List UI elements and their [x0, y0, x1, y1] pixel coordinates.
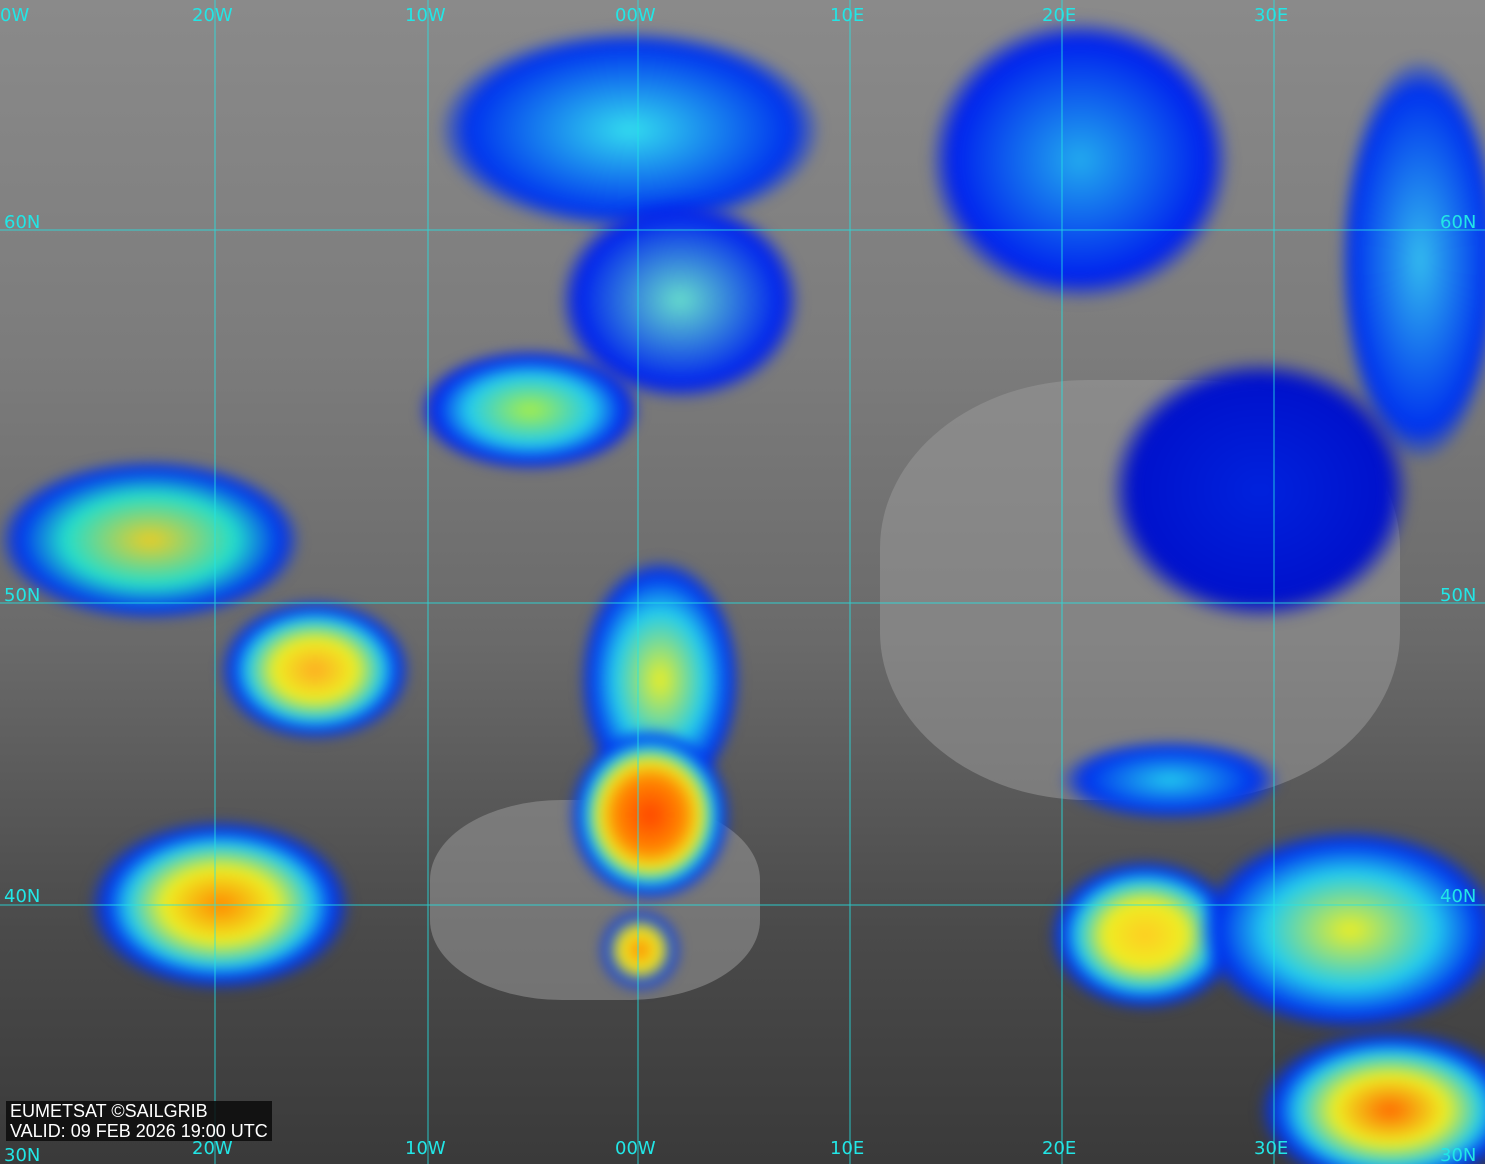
right-label-40n: 40N: [1440, 886, 1477, 907]
cloud-north-sea: [440, 30, 820, 230]
cloud-scandinavia: [930, 20, 1230, 300]
left-label-40n: 40N: [4, 886, 41, 907]
cloud-atlantic-mid: [220, 600, 410, 740]
cloud-valencia: [600, 910, 680, 990]
credit-text: EUMETSAT ©SAILGRIB: [10, 1101, 208, 1121]
top-label-20e: 20E: [1042, 5, 1077, 26]
top-label-10e: 10E: [830, 5, 865, 26]
bottom-label-10e: 10E: [830, 1138, 865, 1159]
right-label-30n: 30N: [1440, 1145, 1477, 1164]
bottom-label-10w: 10W: [405, 1138, 446, 1159]
cloud-scotland: [420, 350, 640, 470]
right-label-60n: 60N: [1440, 212, 1477, 233]
bottom-label-00w: 00W: [615, 1138, 656, 1159]
cloud-belarus: [1110, 360, 1410, 620]
bottom-label-20e: 20E: [1042, 1138, 1077, 1159]
valid-time-text: VALID: 09 FEB 2026 19:00 UTC: [10, 1121, 268, 1141]
bottom-label-20w: 20W: [192, 1138, 233, 1159]
cloud-russia: [1340, 60, 1485, 460]
top-label-10w: 10W: [405, 5, 446, 26]
cloud-balkans: [1060, 740, 1280, 820]
cloud-levant: [1260, 1030, 1485, 1164]
top-label-00w: 00W: [615, 5, 656, 26]
top-label-30w: 0W: [0, 5, 30, 26]
top-label-20w: 20W: [192, 5, 233, 26]
cloud-spain-storm: [570, 730, 730, 900]
top-label-30e: 30E: [1254, 5, 1289, 26]
cloud-turkey: [1200, 830, 1485, 1030]
left-label-30n: 30N: [4, 1145, 41, 1164]
bottom-label-30e: 30E: [1254, 1138, 1289, 1159]
left-label-60n: 60N: [4, 212, 41, 233]
left-label-50n: 50N: [4, 585, 41, 606]
cloud-atlantic-north: [0, 460, 300, 620]
right-label-50n: 50N: [1440, 585, 1477, 606]
image-caption: EUMETSAT ©SAILGRIB VALID: 09 FEB 2026 19…: [6, 1101, 272, 1141]
